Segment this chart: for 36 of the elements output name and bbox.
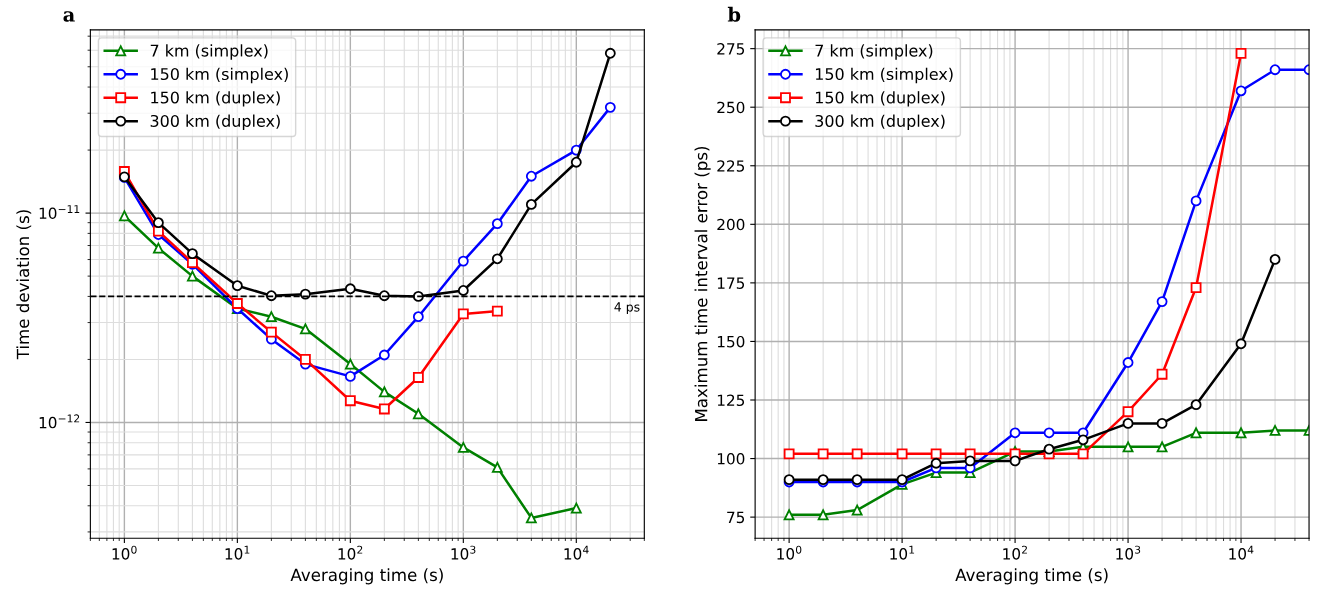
x-tick-label: 10$^{3}$	[451, 545, 476, 560]
y-tick-label: 275	[717, 43, 745, 55]
y-tick-label: 75	[727, 511, 745, 524]
x-tick-label: 10$^{4}$	[1229, 545, 1254, 560]
x-tick-label: 10$^{4}$	[564, 545, 589, 560]
y-axis-title: Maximum time interval error (ps)	[694, 146, 711, 421]
y-tick-label: 10$^{−11}$	[39, 205, 80, 220]
legend-label: 300 km (duplex)	[150, 114, 280, 131]
legend-label: 150 km (duplex)	[151, 91, 280, 107]
chart-title: a	[63, 11, 75, 22]
x-tick-label: 10$^{1}$	[890, 545, 915, 560]
x-tick-label: 10$^{2}$	[338, 545, 363, 560]
y-tick-label: 125	[717, 394, 745, 407]
x-axis-title: Averaging time (s)	[955, 568, 1108, 585]
legend-label: 150 km (duplex)	[815, 91, 945, 107]
legend-label: 300 km (duplex)	[815, 114, 945, 131]
x-tick-label: 10$^{3}$	[1116, 545, 1141, 560]
y-tick-label: 175	[717, 277, 745, 289]
y-tick-label: 100	[717, 453, 745, 465]
legend-label: 7 km (simplex)	[150, 44, 268, 60]
legend-label: 150 km (simplex)	[151, 67, 288, 84]
y-tick-label: 10$^{−12}$	[39, 414, 80, 429]
x-tick-label: 10$^{2}$	[1003, 545, 1027, 560]
y-tick-label: 250	[717, 101, 745, 114]
x-axis-title: Averaging time (s)	[290, 568, 443, 585]
y-tick-label: 225	[717, 160, 745, 172]
ref-line-label: 4 ps	[614, 302, 640, 315]
y-tick-label: 150	[717, 335, 745, 348]
x-tick-label: 10$^{0}$	[777, 545, 802, 560]
legend-label: 7 km (simplex)	[815, 44, 933, 60]
x-tick-label: 10$^{0}$	[112, 545, 137, 560]
y-tick-label: 200	[717, 218, 745, 231]
y-axis-title: Time deviation (s)	[16, 210, 32, 360]
x-tick-label: 10$^{1}$	[225, 545, 250, 560]
chart-title: b	[727, 6, 741, 22]
legend-label: 150 km (simplex)	[815, 67, 953, 84]
